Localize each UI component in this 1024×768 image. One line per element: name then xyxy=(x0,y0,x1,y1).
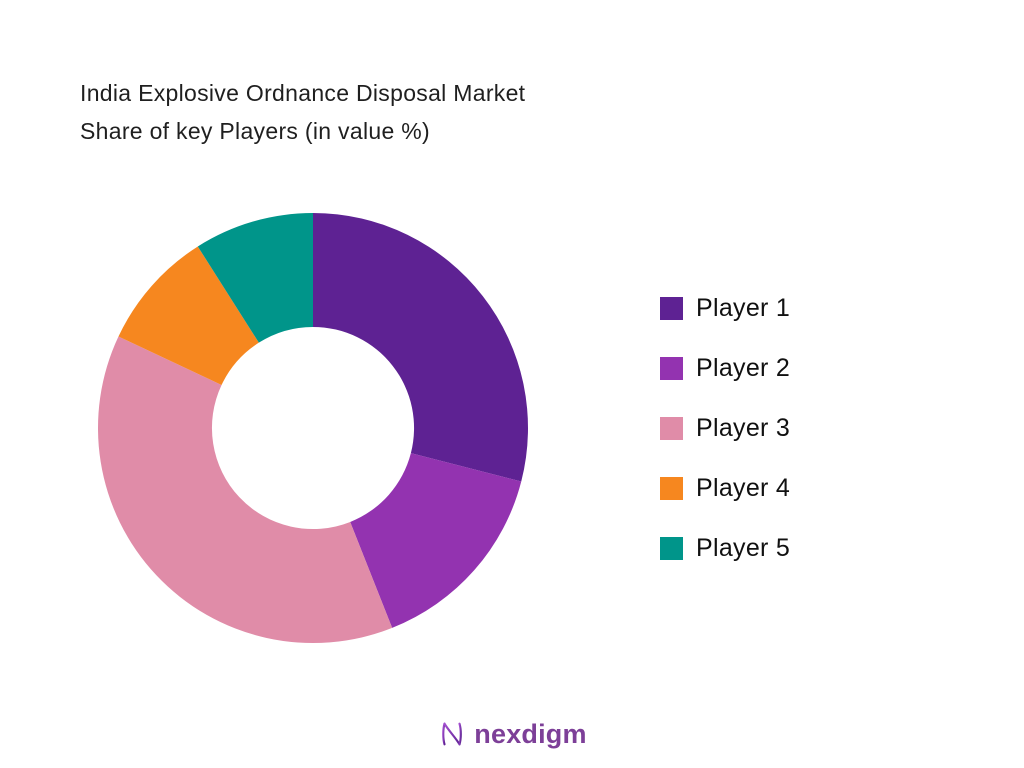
nexdigm-logo-icon xyxy=(442,722,463,746)
legend-label-3: Player 3 xyxy=(696,413,791,442)
donut-chart xyxy=(97,213,528,643)
legend-label-4: Player 4 xyxy=(696,473,791,502)
legend-swatch-2 xyxy=(660,356,683,380)
legend-swatch-1 xyxy=(660,296,683,320)
donut-segment-player-5 xyxy=(197,213,313,343)
legend-item-4: Player 4 xyxy=(660,473,791,502)
donut-segment-player-2 xyxy=(350,453,522,628)
donut-chart-area xyxy=(93,208,533,648)
chart-title-line1: India Explosive Ordnance Disposal Market xyxy=(80,80,526,106)
legend-swatch-5 xyxy=(660,536,683,560)
chart-title: India Explosive Ordnance Disposal Market… xyxy=(80,74,525,150)
donut-segment-player-3 xyxy=(97,336,393,643)
legend-label-2: Player 2 xyxy=(696,353,791,382)
legend-item-5: Player 5 xyxy=(660,533,791,562)
donut-segment-player-1 xyxy=(313,213,528,482)
legend-item-2: Player 2 xyxy=(660,353,791,382)
donut-segment-player-4 xyxy=(118,246,259,385)
legend-label-1: Player 1 xyxy=(696,293,791,322)
legend-swatch-3 xyxy=(660,416,683,440)
brand-footer: nexdigm xyxy=(0,718,1024,750)
brand-name: nexdigm xyxy=(474,718,587,749)
legend-swatch-4 xyxy=(660,476,683,500)
chart-legend: Player 1 Player 2 Player 3 Player 4 Player 5 xyxy=(660,293,791,595)
chart-title-line2: Share of key Players (in value %) xyxy=(80,118,430,144)
legend-label-5: Player 5 xyxy=(696,533,791,562)
legend-item-1: Player 1 xyxy=(660,293,791,322)
legend-item-3: Player 3 xyxy=(660,413,791,442)
